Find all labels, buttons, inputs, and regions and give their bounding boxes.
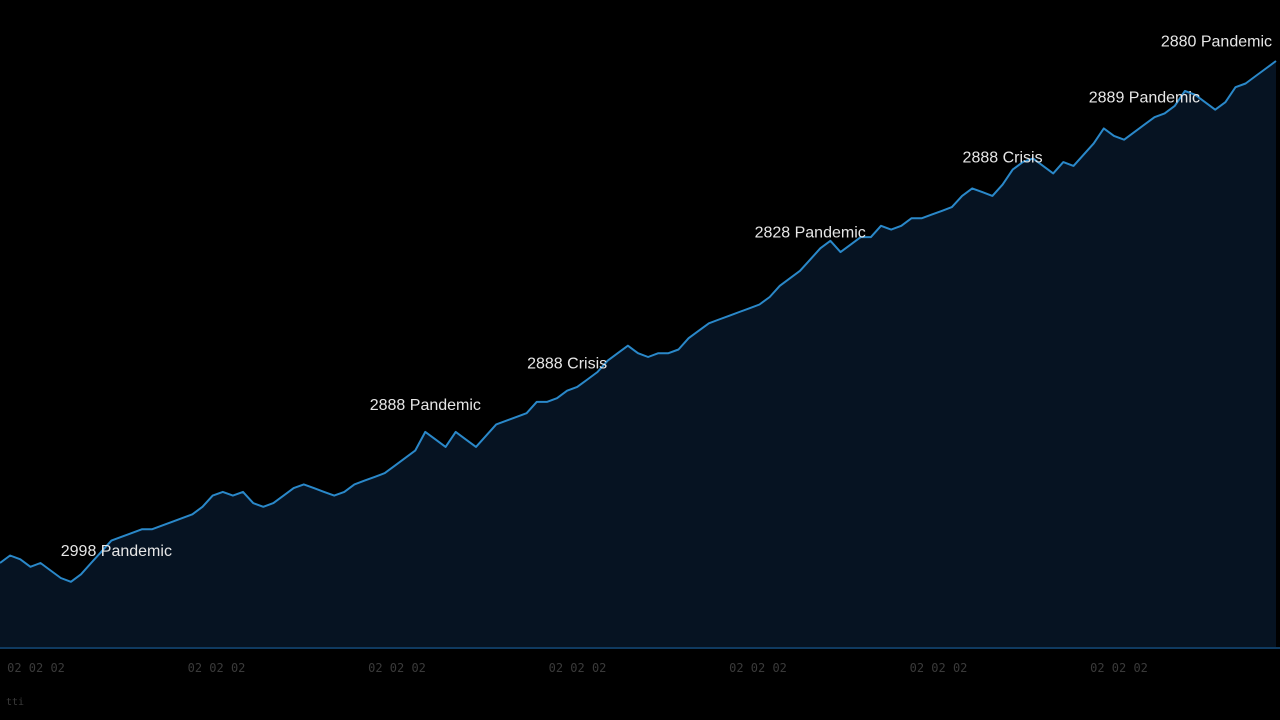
line-layer: [0, 60, 1277, 583]
x-tick-label: 02 02 02: [729, 661, 787, 675]
event-annotation: 2888 Crisis: [963, 150, 1043, 167]
series-line: [0, 60, 1277, 583]
x-tick-labels: 02 02 02 02 02 02 02 02 02 02 02 02 02 02 02…: [7, 661, 1148, 675]
area-fill: [0, 61, 1276, 648]
x-tick-label: 02 02 02: [549, 661, 607, 675]
event-annotation: 2880 Pandemic: [1161, 33, 1272, 50]
event-annotation: 2828 Pandemic: [755, 225, 866, 242]
x-tick-label: 02 02 02: [7, 661, 65, 675]
corner-label: tti: [6, 697, 24, 708]
event-annotation: 2998 Pandemic: [61, 543, 172, 560]
x-tick-label: 02 02 02: [368, 661, 426, 675]
event-annotation: 2888 Crisis: [527, 356, 607, 373]
x-tick-label: 02 02 02: [188, 661, 246, 675]
area-layer: [0, 61, 1276, 648]
x-tick-label: 02 02 02: [1090, 661, 1148, 675]
annotation-layer: 2998 Pandemic 2888 Pandemic 2888 Crisis 282…: [61, 33, 1272, 560]
event-annotation: 2888 Pandemic: [370, 397, 481, 414]
x-tick-label: 02 02 02: [910, 661, 968, 675]
event-annotation: 2889 Pandemic: [1089, 90, 1200, 107]
